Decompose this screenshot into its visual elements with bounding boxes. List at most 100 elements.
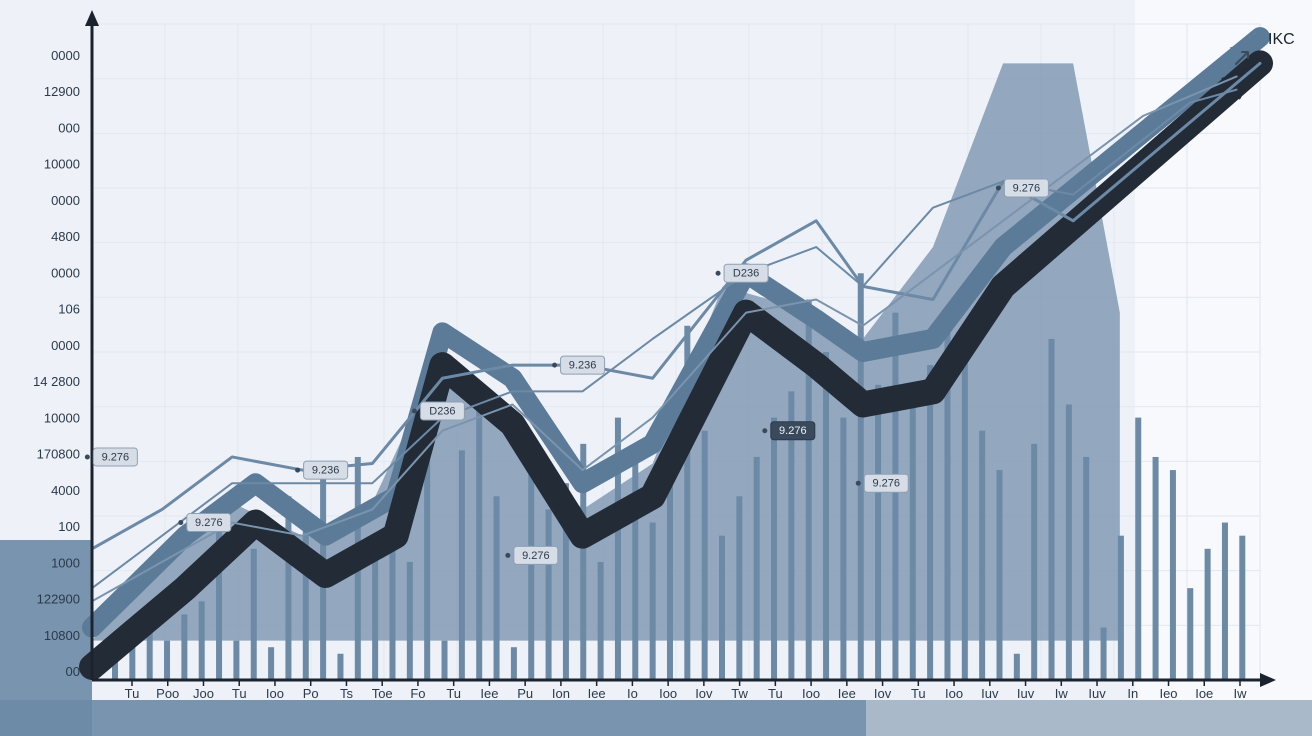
y-tick-label: 10000 — [44, 157, 80, 172]
bar — [251, 549, 257, 680]
bar — [823, 352, 829, 680]
bar — [927, 365, 933, 680]
y-tick-label: 0000 — [51, 265, 80, 280]
x-tick-label: Pu — [517, 686, 533, 701]
x-tick-label: Ts — [340, 686, 354, 701]
x-tick-label: In — [1127, 686, 1138, 701]
bar — [546, 509, 552, 680]
x-tick-label: Io — [627, 686, 638, 701]
x-tick-label: Iee — [588, 686, 606, 701]
svg-text:D236: D236 — [429, 405, 455, 417]
x-tick-label: Tu — [768, 686, 783, 701]
bar — [910, 404, 916, 680]
bar — [511, 647, 517, 680]
y-tick-label: 100 — [58, 519, 80, 534]
x-tick-label: Iee — [480, 686, 498, 701]
x-tick-label: Po — [303, 686, 319, 701]
x-tick-label: Ioo — [659, 686, 677, 701]
bar — [736, 496, 742, 680]
y-tick-label: 10800 — [44, 628, 80, 643]
svg-text:9.276: 9.276 — [195, 517, 223, 529]
svg-text:D236: D236 — [733, 268, 759, 280]
x-tick-label: Ioo — [945, 686, 963, 701]
x-tick-label: Tu — [446, 686, 461, 701]
bar — [754, 457, 760, 680]
bar — [632, 450, 638, 680]
x-tick-label: Tu — [125, 686, 140, 701]
y-tick-label: 14 2800 — [33, 374, 80, 389]
bar — [1083, 457, 1089, 680]
x-tick-label: Iw — [1055, 686, 1069, 701]
bar — [459, 450, 465, 680]
bar — [407, 562, 413, 680]
y-tick-label: 10000 — [44, 410, 80, 425]
bar — [650, 523, 656, 680]
x-tick-label: Tw — [731, 686, 748, 701]
y-tick-label: 000 — [58, 120, 80, 135]
x-tick-label: Iov — [695, 686, 713, 701]
x-tick-label: Fo — [410, 686, 425, 701]
y-tick-label: 0000 — [51, 48, 80, 63]
svg-text:9.276: 9.276 — [872, 478, 900, 490]
svg-text:9.276: 9.276 — [522, 550, 550, 562]
x-tick-label: Toe — [372, 686, 393, 701]
bar — [892, 313, 898, 680]
bar — [528, 470, 534, 680]
y-tick-label: 12900 — [44, 84, 80, 99]
svg-text:9.276: 9.276 — [102, 451, 130, 463]
bar — [442, 641, 448, 680]
bar — [1153, 457, 1159, 680]
x-tick-label: Tu — [232, 686, 247, 701]
bar — [962, 352, 968, 680]
bar — [1101, 628, 1107, 680]
bar — [875, 385, 881, 680]
svg-text:9.276: 9.276 — [779, 425, 807, 437]
bar — [702, 431, 708, 680]
bar — [1118, 536, 1124, 680]
bar — [1187, 588, 1193, 680]
bar — [996, 470, 1002, 680]
bg-bottom-strip-3 — [866, 700, 1312, 736]
svg-text:9.236: 9.236 — [312, 464, 340, 476]
bar — [1031, 444, 1037, 680]
bar — [1014, 654, 1020, 680]
svg-text:9.276: 9.276 — [1013, 182, 1041, 194]
x-tick-label: Poo — [156, 686, 179, 701]
bar — [719, 536, 725, 680]
y-tick-label: 106 — [58, 302, 80, 317]
x-tick-label: Ion — [552, 686, 570, 701]
bar — [598, 562, 604, 680]
bar — [667, 483, 673, 680]
x-tick-label: Iee — [838, 686, 856, 701]
bar — [1222, 523, 1228, 680]
x-tick-label: Ioe — [1195, 686, 1213, 701]
bar — [199, 601, 205, 680]
bar — [1066, 404, 1072, 680]
bar — [840, 418, 846, 680]
x-tick-label: Ioo — [266, 686, 284, 701]
y-tick-label: 4800 — [51, 229, 80, 244]
bar — [494, 496, 500, 680]
bar — [476, 404, 482, 680]
bar — [771, 418, 777, 680]
bar — [164, 641, 170, 680]
y-tick-label: 1000 — [51, 555, 80, 570]
y-tick-label: 170800 — [37, 447, 80, 462]
bar — [1205, 549, 1211, 680]
x-tick-label: Ieo — [1159, 686, 1177, 701]
y-tick-label: 122900 — [37, 592, 80, 607]
y-tick-label: 0000 — [51, 193, 80, 208]
y-tick-label: 00 — [66, 664, 80, 679]
x-tick-label: Iuv — [1017, 686, 1035, 701]
bar — [268, 647, 274, 680]
x-tick-label: Joo — [193, 686, 214, 701]
x-tick-label: Tu — [911, 686, 926, 701]
bar — [979, 431, 985, 680]
bar — [1239, 536, 1245, 680]
svg-text:9.236: 9.236 — [569, 360, 597, 372]
bar — [1135, 418, 1141, 680]
bar — [337, 654, 343, 680]
bar — [181, 614, 187, 680]
chart-svg: 00001290000010000000048000000106000014 2… — [0, 0, 1312, 736]
bar — [858, 273, 864, 680]
